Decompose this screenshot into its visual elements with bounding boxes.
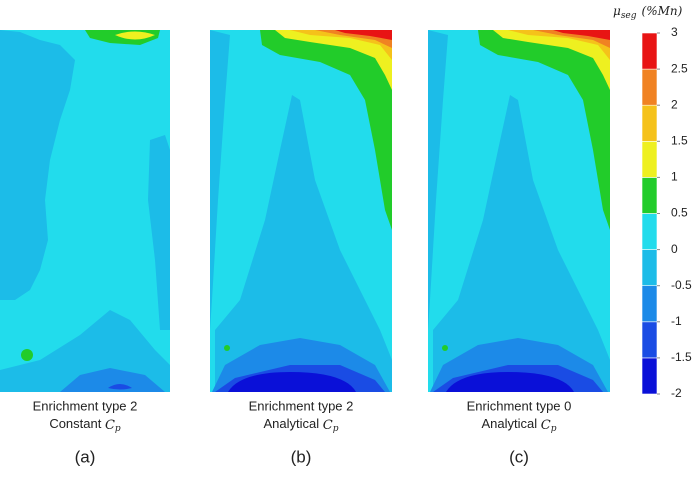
contour-region [215,95,392,392]
colorbar-tick-label: -1.5 [671,350,692,364]
colorbar-band [641,321,658,359]
colorbar-tick-label: 0.5 [671,206,688,220]
contour-region [493,30,610,90]
contour-panel [210,30,392,392]
text-part: C [323,418,333,433]
text-part: (%Mn) [642,4,683,18]
colorbar-tick-label: 0 [671,242,678,256]
caption-line: Constant Cp [49,416,121,433]
colorbar-band [641,177,658,214]
text-part: Analytical [264,416,323,431]
panel-label: (b) [291,447,312,466]
colorbar-tick-label: -2 [671,386,682,400]
contour-region [478,30,610,230]
contour-region [428,30,448,330]
contour-region [275,30,392,90]
contour-region [60,368,165,392]
colorbar-tick-label: 3 [671,25,678,39]
contour-region [228,372,356,392]
colorbar-band [641,213,658,250]
contour-region [210,30,230,330]
caption-line: Analytical Cp [482,416,557,433]
colorbar-tick-label: 1.5 [671,133,688,147]
contour-region [553,30,610,40]
text-part: μ [613,4,621,18]
contour-region [260,30,392,230]
colorbar-tick-label: 2.5 [671,61,688,75]
colorbar-band [641,32,658,70]
colorbar-tick-label: 1 [671,170,678,184]
colorbar-title: μseg (%Mn) [613,4,683,21]
text-part: C [541,418,551,433]
colorbar-band [641,104,658,142]
colorbar-band [641,141,658,178]
colorbar-tick-label: -1 [671,314,682,328]
caption-line: Enrichment type 2 [249,398,354,413]
text-part: p [115,424,121,434]
contour-panel [428,30,610,392]
caption-line: Enrichment type 2 [33,398,138,413]
panel-label: (a) [75,447,96,466]
colorbar-band [641,68,658,106]
contour-panel [0,30,170,392]
colorbar-tick-label: 2 [671,97,678,111]
contour-region [0,30,75,300]
contour-region [148,135,170,330]
text-part: Analytical [482,416,541,431]
text-part: Constant [49,416,105,431]
contour-region [442,345,448,351]
contour-region [224,345,230,351]
caption-line: Enrichment type 0 [467,398,572,413]
colorbar-band [641,285,658,323]
colorbar-tick-label: -0.5 [671,278,692,292]
panel-label: (c) [509,447,529,466]
contour-region [108,384,132,390]
text-part: seg [621,11,637,21]
text-part: p [333,424,339,434]
contour-region [433,95,610,392]
contour-region [335,30,392,40]
colorbar-band [641,249,658,287]
caption-line: Analytical Cp [264,416,339,433]
contour-region [446,372,574,392]
contour-region [21,349,33,361]
colorbar-band [641,357,658,395]
text-part: C [105,418,115,433]
text-part: p [551,424,557,434]
contour-region [115,31,155,40]
